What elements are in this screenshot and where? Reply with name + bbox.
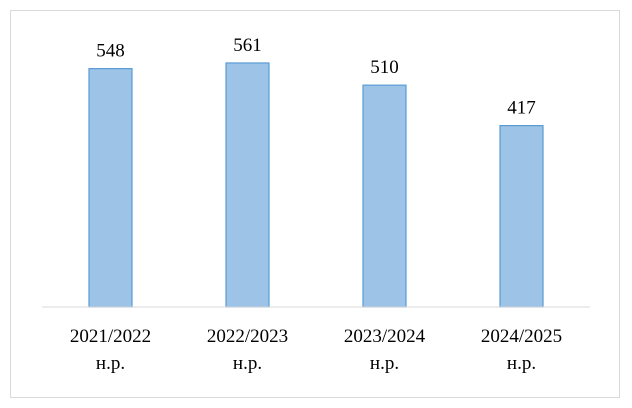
bar	[362, 84, 407, 308]
data-label: 561	[233, 35, 262, 56]
data-label: 510	[370, 57, 399, 78]
x-tick-label: 2024/2025 н.р.	[480, 326, 563, 374]
data-label: 548	[96, 41, 125, 62]
x-tick-label: 2022/2023 н.р.	[206, 326, 289, 374]
bar	[225, 62, 270, 308]
x-tick-label: 2023/2024 н.р.	[343, 326, 426, 374]
bar	[88, 68, 133, 308]
bar	[499, 125, 544, 308]
x-tick-label: 2021/2022 н.р.	[69, 326, 152, 374]
data-label: 417	[507, 98, 536, 119]
